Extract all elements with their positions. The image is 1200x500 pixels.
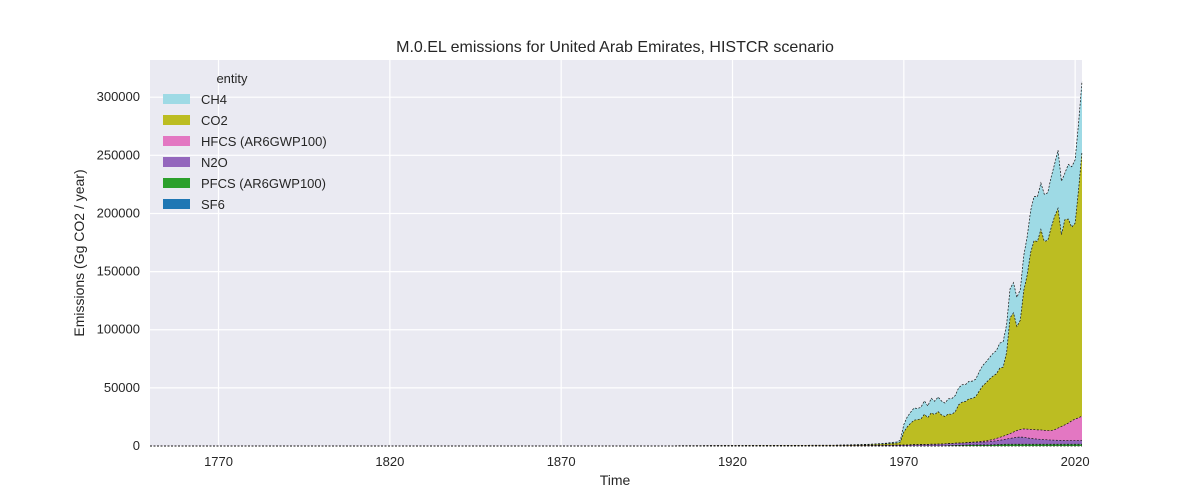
y-tick-label: 50000 [104, 380, 140, 395]
legend-swatch [163, 136, 190, 146]
boundary-lines [149, 81, 1083, 447]
legend-swatch [163, 178, 190, 188]
y-tick-label: 150000 [97, 264, 140, 279]
legend-entry: N2O [201, 155, 228, 170]
legend: entity CH4 CO2 HFCS (AR6GWP100) N2O PFCS (AR… [163, 71, 327, 212]
legend-entry: PFCS (AR6GWP100) [201, 176, 326, 191]
stacked-areas [150, 81, 1082, 446]
x-tick-label: 1770 [204, 454, 233, 469]
y-tick-label: 100000 [97, 322, 140, 337]
legend-entry: SF6 [201, 197, 225, 212]
legend-swatch [163, 94, 190, 104]
legend-entry: CO2 [201, 113, 228, 128]
y-axis-ticks: 0 50000 100000 150000 200000 250000 300000 [97, 89, 140, 453]
legend-title: entity [216, 71, 248, 86]
y-tick-label: 250000 [97, 147, 140, 162]
x-axis-label: Time [600, 472, 631, 488]
boundary-line [149, 415, 1083, 447]
boundary-line [149, 81, 1083, 447]
x-tick-label: 1870 [547, 454, 576, 469]
boundary-line [149, 151, 1083, 447]
y-axis-label: Emissions (Gg CO2 / year) [71, 169, 87, 336]
legend-swatch [163, 199, 190, 209]
area-pfcs-ar6gwp100 [150, 444, 1082, 446]
area-co2 [150, 151, 1082, 446]
y-tick-label: 0 [133, 438, 140, 453]
chart-title: M.0.EL emissions for United Arab Emirate… [396, 39, 834, 56]
legend-swatch [163, 157, 190, 167]
y-tick-label: 300000 [97, 89, 140, 104]
x-axis-ticks: 1770 1820 1870 1920 1970 2020 [204, 454, 1090, 469]
legend-entry: HFCS (AR6GWP100) [201, 134, 327, 149]
x-tick-label: 1920 [718, 454, 747, 469]
plot-background [150, 60, 1082, 446]
legend-entry: CH4 [201, 92, 227, 107]
y-tick-label: 200000 [97, 205, 140, 220]
legend-swatch [163, 115, 190, 125]
x-tick-label: 1970 [889, 454, 918, 469]
x-tick-label: 1820 [375, 454, 404, 469]
boundary-line [150, 443, 1082, 447]
x-tick-label: 2020 [1061, 454, 1090, 469]
